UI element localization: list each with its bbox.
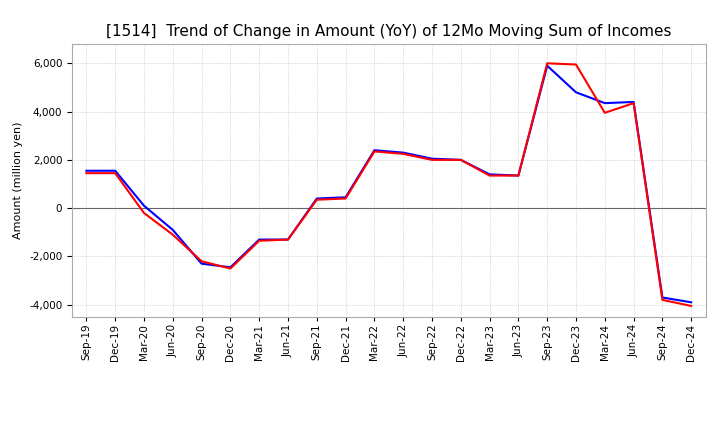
Net Income — [514, 173, 523, 178]
Net Income — [168, 232, 177, 237]
Ordinary Income — [687, 300, 696, 305]
Net Income — [485, 173, 494, 178]
Ordinary Income — [341, 194, 350, 200]
Ordinary Income — [370, 147, 379, 153]
Ordinary Income — [82, 168, 91, 173]
Net Income — [197, 259, 206, 264]
Ordinary Income — [168, 227, 177, 232]
Net Income — [284, 237, 292, 242]
Ordinary Income — [485, 172, 494, 177]
Net Income — [428, 157, 436, 162]
Ordinary Income — [658, 295, 667, 300]
Net Income — [226, 266, 235, 271]
Ordinary Income — [514, 173, 523, 178]
Net Income — [687, 303, 696, 308]
Net Income — [312, 197, 321, 202]
Net Income — [572, 62, 580, 67]
Ordinary Income — [140, 203, 148, 209]
Ordinary Income — [226, 265, 235, 270]
Net Income — [370, 149, 379, 154]
Net Income — [341, 196, 350, 201]
Line: Ordinary Income: Ordinary Income — [86, 66, 691, 302]
Ordinary Income — [399, 150, 408, 155]
Ordinary Income — [629, 99, 638, 105]
Ordinary Income — [543, 63, 552, 68]
Net Income — [456, 157, 465, 162]
Ordinary Income — [312, 196, 321, 201]
Ordinary Income — [284, 237, 292, 242]
Ordinary Income — [572, 90, 580, 95]
Net Income — [399, 151, 408, 157]
Net Income — [658, 297, 667, 303]
Net Income — [600, 110, 609, 115]
Ordinary Income — [456, 157, 465, 162]
Ordinary Income — [428, 156, 436, 161]
Net Income — [543, 61, 552, 66]
Ordinary Income — [255, 237, 264, 242]
Title: [1514]  Trend of Change in Amount (YoY) of 12Mo Moving Sum of Incomes: [1514] Trend of Change in Amount (YoY) o… — [106, 24, 672, 39]
Net Income — [255, 238, 264, 243]
Line: Net Income: Net Income — [86, 63, 691, 306]
Net Income — [82, 171, 91, 176]
Net Income — [629, 100, 638, 106]
Ordinary Income — [111, 168, 120, 173]
Ordinary Income — [600, 100, 609, 106]
Net Income — [111, 171, 120, 176]
Net Income — [140, 210, 148, 216]
Y-axis label: Amount (million yen): Amount (million yen) — [14, 121, 24, 239]
Ordinary Income — [197, 261, 206, 266]
